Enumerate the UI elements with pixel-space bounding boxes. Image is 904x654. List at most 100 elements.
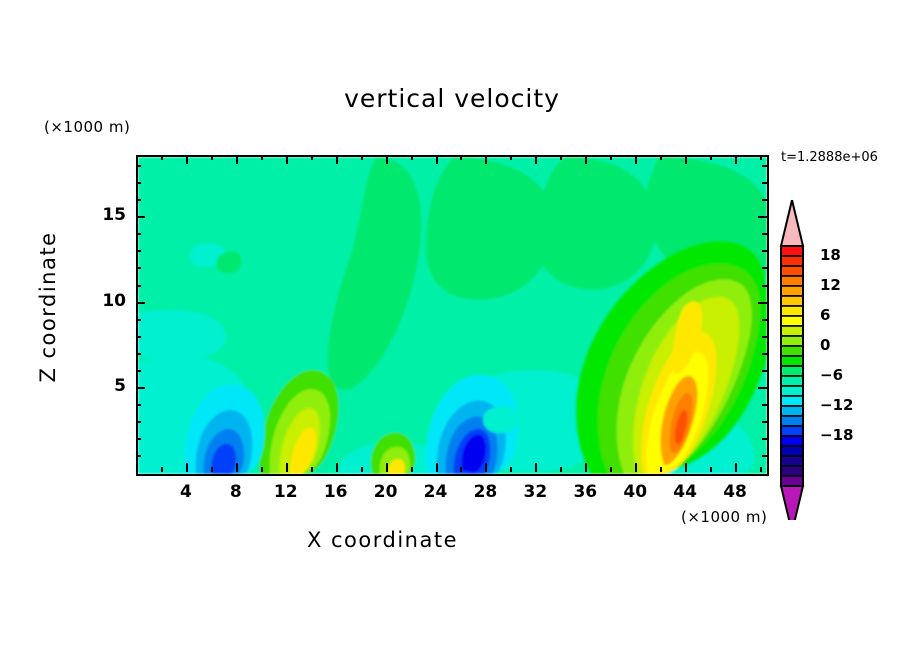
colorbar-swatches	[779, 199, 805, 533]
tick-mark	[758, 216, 767, 219]
colorbar-label-4: −6	[820, 366, 844, 384]
vertical-velocity-contour-field	[138, 157, 767, 474]
timestamp-label: t=1.2888e+06	[781, 150, 878, 165]
contour-plot-area	[136, 155, 769, 476]
colorbar-band-5	[780, 295, 804, 307]
x-tick-label-32: 32	[523, 482, 548, 502]
colorbar-band-4	[780, 285, 804, 297]
colorbar-over-cap	[779, 199, 805, 247]
tick-mark	[210, 467, 213, 472]
tick-mark	[136, 284, 141, 287]
tick-mark	[136, 369, 141, 372]
tick-mark	[762, 403, 767, 406]
tick-mark	[136, 352, 141, 355]
x-tick-label-28: 28	[473, 482, 498, 502]
tick-mark	[762, 369, 767, 372]
tick-mark	[762, 454, 767, 457]
chart-title: vertical velocity	[344, 84, 560, 113]
tick-mark	[762, 335, 767, 338]
tick-mark	[160, 467, 163, 472]
colorbar-band-12	[780, 365, 804, 377]
tick-mark	[136, 386, 145, 389]
x-tick-label-36: 36	[573, 482, 598, 502]
tick-mark	[235, 463, 238, 472]
tick-mark	[560, 467, 563, 472]
colorbar-label-3: 0	[820, 336, 831, 354]
tick-mark	[685, 463, 688, 472]
tick-mark	[762, 437, 767, 440]
tick-mark	[260, 155, 263, 160]
tick-mark	[762, 420, 767, 423]
colorbar-band-23	[780, 475, 804, 487]
tick-mark	[385, 155, 388, 164]
tick-mark	[635, 155, 638, 164]
tick-mark	[335, 155, 338, 164]
tick-mark	[136, 301, 145, 304]
tick-mark	[136, 318, 141, 321]
tick-mark	[410, 467, 413, 472]
x-tick-label-8: 8	[229, 482, 242, 502]
tick-mark	[762, 318, 767, 321]
x-tick-label-20: 20	[373, 482, 398, 502]
colorbar-under-cap	[779, 485, 805, 533]
colorbar-label-2: 6	[820, 306, 831, 324]
tick-mark	[760, 467, 762, 472]
tick-mark	[136, 403, 141, 406]
tick-mark	[685, 155, 688, 164]
x-tick-label-4: 4	[179, 482, 192, 502]
tick-mark	[760, 155, 762, 160]
colorbar-band-17	[780, 415, 804, 427]
colorbar-band-14	[780, 385, 804, 397]
tick-mark	[560, 155, 563, 160]
tick-mark	[762, 352, 767, 355]
y-tick-label-15: 15	[102, 205, 126, 226]
colorbar-band-16	[780, 405, 804, 417]
tick-mark	[310, 155, 313, 160]
x-tick-label-48: 48	[723, 482, 747, 502]
tick-mark	[136, 454, 141, 457]
tick-mark	[460, 155, 463, 160]
colorbar-band-15	[780, 395, 804, 407]
tick-mark	[210, 155, 213, 160]
tick-mark	[735, 463, 738, 472]
tick-mark	[535, 463, 538, 472]
tick-mark	[635, 463, 638, 472]
y-axis-title: Z coordinate	[36, 231, 60, 383]
colorbar-band-1	[780, 255, 804, 267]
colorbar-band-9	[780, 335, 804, 347]
x-tick-label-24: 24	[423, 482, 448, 502]
colorbar-band-13	[780, 375, 804, 387]
tick-mark	[585, 463, 588, 472]
colorbar-band-10	[780, 345, 804, 357]
x-tick-label-12: 12	[273, 482, 298, 502]
tick-mark	[485, 463, 488, 472]
tick-mark	[610, 467, 613, 472]
tick-mark	[185, 155, 188, 164]
tick-mark	[762, 165, 767, 168]
tick-mark	[136, 233, 141, 236]
tick-mark	[735, 155, 738, 164]
tick-mark	[758, 386, 767, 389]
colorbar-label-6: −18	[820, 426, 854, 444]
tick-mark	[410, 155, 413, 160]
colorbar-band-2	[780, 265, 804, 277]
tick-mark	[762, 267, 767, 270]
colorbar: 18 12 6 0 −6 −12 −18	[778, 199, 898, 533]
tick-mark	[762, 199, 767, 202]
x-axis-title: X coordinate	[306, 528, 459, 552]
x-tick-label-44: 44	[673, 482, 697, 502]
tick-mark	[136, 420, 141, 423]
colorbar-outline	[780, 245, 804, 487]
colorbar-band-22	[780, 465, 804, 477]
colorbar-band-20	[780, 445, 804, 457]
tick-mark	[160, 155, 163, 160]
tick-mark	[460, 467, 463, 472]
tick-mark	[762, 250, 767, 253]
tick-mark	[185, 463, 188, 472]
tick-mark	[136, 335, 141, 338]
tick-mark	[762, 233, 767, 236]
x-tick-label-16: 16	[323, 482, 348, 502]
tick-mark	[385, 463, 388, 472]
tick-mark	[758, 301, 767, 304]
colorbar-label-1: 12	[820, 276, 841, 294]
